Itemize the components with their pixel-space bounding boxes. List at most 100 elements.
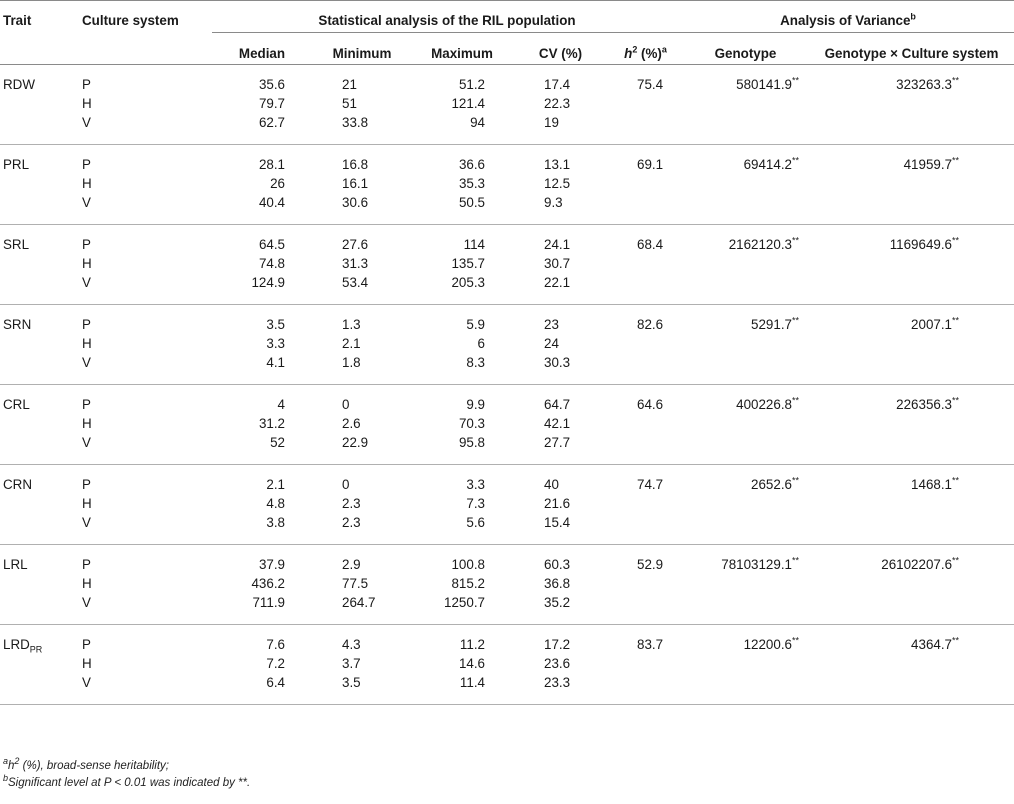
cell-median: 35.6 xyxy=(258,77,285,92)
cell-maximum: 6 xyxy=(477,336,485,351)
cell-trait: LRL xyxy=(3,557,28,572)
cell-genotype-x-culture xyxy=(809,593,1014,625)
header-genotype-x-culture: Genotype × Culture system xyxy=(824,46,999,61)
cell-genotype-x-culture xyxy=(809,174,1014,193)
cell-genotype xyxy=(682,673,810,705)
cell-trait: RDW xyxy=(3,77,35,92)
cell-culture-system: P xyxy=(82,397,91,412)
cell-maximum: 205.3 xyxy=(412,273,512,305)
cell-median: 40.4 xyxy=(212,193,312,225)
cell-genotype xyxy=(682,94,809,113)
cell-genotype xyxy=(682,334,809,353)
cell-culture-system: H xyxy=(82,336,92,351)
cell-trait xyxy=(0,433,82,465)
cell-trait xyxy=(0,513,82,545)
cell-median: 31.2 xyxy=(258,416,285,431)
table-row: V 4.1 1.8 8.3 30.3 xyxy=(0,353,1014,385)
cell-genotype-x-culture xyxy=(809,193,1014,225)
cell-minimum: 0 xyxy=(342,477,350,492)
footnote-a: ah2 (%), broad-sense heritability; xyxy=(3,756,169,772)
cell-heritability: 64.6 xyxy=(637,397,664,412)
cell-trait xyxy=(0,193,82,225)
cell-cv: 35.2 xyxy=(512,593,609,625)
cell-culture-system: V xyxy=(82,113,212,145)
cell-genotype-x-culture xyxy=(809,673,1014,705)
cell-median: 4 xyxy=(277,397,285,412)
cell-trait xyxy=(0,273,82,305)
header-median: Median xyxy=(238,46,286,61)
cell-genotype-x-culture xyxy=(809,513,1014,545)
cell-heritability xyxy=(609,174,682,193)
cell-minimum: 53.4 xyxy=(312,273,412,305)
cell-genotype: 12200.6** xyxy=(743,635,800,652)
cell-minimum: 3.5 xyxy=(312,673,412,705)
cell-minimum: 3.7 xyxy=(342,656,361,671)
cell-median: 52 xyxy=(212,433,312,465)
cell-genotype-x-culture: 323263.3** xyxy=(896,75,960,92)
cell-cv: 27.7 xyxy=(512,433,609,465)
cell-genotype xyxy=(682,174,809,193)
cell-culture-system: H xyxy=(82,256,92,271)
cell-genotype-x-culture: 2007.1** xyxy=(911,315,960,332)
cell-cv: 21.6 xyxy=(544,496,571,511)
cell-cv: 13.1 xyxy=(544,157,571,172)
cell-culture-system: H xyxy=(82,576,92,591)
cell-heritability xyxy=(609,254,682,273)
cell-minimum: 16.8 xyxy=(342,157,369,172)
cell-genotype-x-culture xyxy=(809,254,1014,273)
cell-culture-system: H xyxy=(82,176,92,191)
cell-maximum: 94 xyxy=(412,113,512,145)
footnotes: ah2 (%), broad-sense heritability; bSign… xyxy=(3,756,250,792)
cell-median: 124.9 xyxy=(212,273,312,305)
cell-genotype-x-culture xyxy=(809,574,1014,593)
cell-trait: PRL xyxy=(3,157,30,172)
cell-median: 3.8 xyxy=(212,513,312,545)
cell-trait xyxy=(0,673,82,705)
table-row: H 26 16.1 35.3 12.5 xyxy=(0,174,1014,193)
cell-minimum: 30.6 xyxy=(312,193,412,225)
cell-maximum: 5.9 xyxy=(466,317,485,332)
cell-maximum: 3.3 xyxy=(466,477,485,492)
cell-genotype: 69414.2** xyxy=(743,155,800,172)
cell-minimum: 2.6 xyxy=(342,416,361,431)
cell-cv: 64.7 xyxy=(544,397,571,412)
cell-median: 711.9 xyxy=(212,593,312,625)
cell-genotype xyxy=(682,654,809,673)
table-row: V 124.9 53.4 205.3 22.1 xyxy=(0,273,1014,305)
table-row: H 4.8 2.3 7.3 21.6 xyxy=(0,494,1014,513)
cell-median: 4.1 xyxy=(212,353,312,385)
cell-culture-system: P xyxy=(82,637,91,652)
cell-heritability: 52.9 xyxy=(637,557,664,572)
table-row: H 3.3 2.1 6 24 xyxy=(0,334,1014,353)
cell-genotype xyxy=(682,574,809,593)
cell-heritability xyxy=(609,654,682,673)
cell-trait xyxy=(0,654,82,673)
cell-culture-system: P xyxy=(82,317,91,332)
cell-culture-system: V xyxy=(82,273,212,305)
cell-trait: LRDPR xyxy=(3,637,43,655)
cell-median: 26 xyxy=(270,176,285,191)
cell-heritability xyxy=(609,513,683,545)
cell-trait xyxy=(0,334,82,353)
cell-maximum: 11.2 xyxy=(459,637,485,652)
cell-genotype-x-culture xyxy=(809,353,1014,385)
cell-genotype: 580141.9** xyxy=(736,75,800,92)
cell-genotype-x-culture xyxy=(809,414,1014,433)
cell-cv: 60.3 xyxy=(544,557,571,572)
cell-trait xyxy=(0,574,82,593)
cell-minimum: 33.8 xyxy=(312,113,412,145)
cell-heritability: 75.4 xyxy=(637,77,664,92)
cell-culture-system: H xyxy=(82,96,92,111)
cell-maximum: 14.6 xyxy=(458,656,485,671)
cell-genotype-x-culture xyxy=(809,94,1014,113)
cell-heritability xyxy=(609,494,682,513)
cell-heritability xyxy=(609,353,683,385)
header-cv: CV (%) xyxy=(538,46,583,61)
cell-genotype: 400226.8** xyxy=(736,395,800,412)
cell-cv: 24.1 xyxy=(544,237,571,252)
cell-genotype xyxy=(682,433,810,465)
cell-maximum: 35.3 xyxy=(458,176,485,191)
cell-genotype xyxy=(682,494,809,513)
header-heritability: h2 (%)a xyxy=(624,44,667,61)
